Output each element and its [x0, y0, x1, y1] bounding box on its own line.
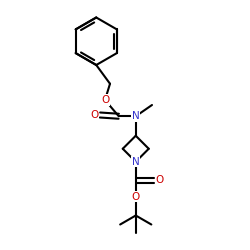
- Text: N: N: [132, 157, 140, 167]
- Text: O: O: [101, 95, 109, 105]
- Text: O: O: [90, 110, 98, 120]
- Text: N: N: [132, 111, 140, 121]
- Text: O: O: [156, 176, 164, 186]
- Text: O: O: [132, 192, 140, 202]
